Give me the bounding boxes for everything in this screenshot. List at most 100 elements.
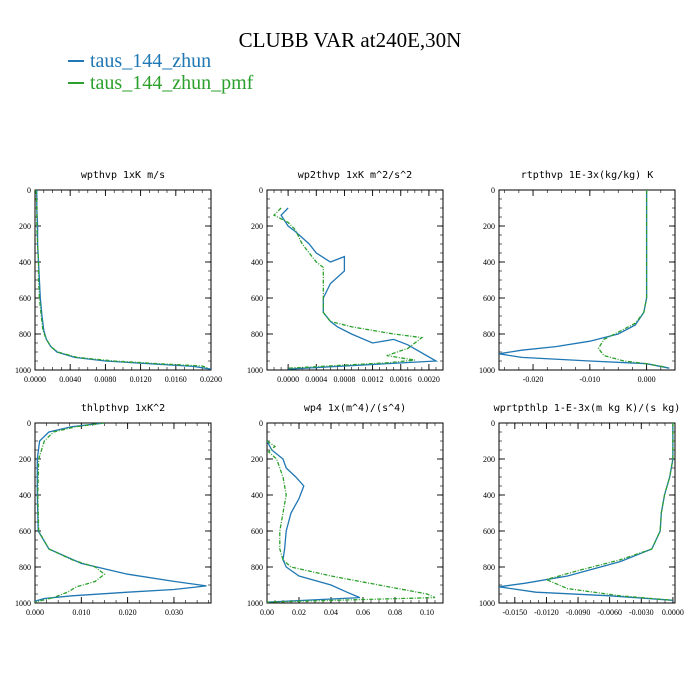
legend-label: taus_144_zhun bbox=[90, 50, 212, 72]
series-line-taus-144-zhun-pmf bbox=[35, 190, 209, 369]
x-tick-label: 0.0000 bbox=[24, 375, 46, 384]
chart-panel-3: rtpthvp 1E-3x(kg/kg) K -0.020 -0.010 0.000 0… bbox=[479, 170, 676, 384]
y-tick-label: 1000 bbox=[479, 599, 495, 608]
legend-label: taus_144_zhun_pmf bbox=[90, 72, 254, 94]
series-line-taus-144-zhun bbox=[280, 207, 439, 370]
y-tick-label: 600 bbox=[483, 294, 495, 303]
legend-item-taus-144-zhun-pmf: taus_144_zhun_pmf bbox=[68, 72, 253, 94]
y-tick-label: 1000 bbox=[15, 366, 31, 375]
plot-frame bbox=[266, 189, 444, 371]
series-line-taus-144-zhun-pmf bbox=[35, 423, 106, 603]
x-tick-label: 0.000 bbox=[638, 375, 656, 384]
plot-frame bbox=[498, 422, 676, 604]
y-tick-label: 0 bbox=[491, 186, 495, 195]
series-line-taus-144-zhun bbox=[499, 423, 674, 601]
x-tick-label: 0.0012 bbox=[362, 375, 384, 384]
chart-panel-2: wp2thvp 1xK m^2/s^2 0.0000 0.0004 0.0008 0.0… bbox=[247, 170, 444, 384]
y-tick-label: 1000 bbox=[247, 599, 263, 608]
chart-title: thlpthvp 1xK^2 bbox=[81, 403, 165, 414]
chart-panel-5: wp4 1x(m^4)/(s^4) 0.00 0.02 0.04 0.06 0.08 0.1… bbox=[247, 403, 444, 617]
x-tick-label: 0.0160 bbox=[165, 375, 187, 384]
series-line-taus-144-zhun-pmf bbox=[597, 190, 667, 368]
figure-title: CLUBB VAR at240E,30N bbox=[238, 28, 462, 52]
legend-swatch-green bbox=[68, 82, 84, 84]
legend-item-taus-144-zhun: taus_144_zhun bbox=[68, 50, 253, 72]
chart-title: wpthvp 1xK m/s bbox=[81, 170, 165, 181]
plot-frame bbox=[34, 189, 212, 371]
series-line-taus-144-zhun bbox=[267, 440, 361, 603]
y-tick-label: 400 bbox=[483, 491, 495, 500]
y-tick-label: 800 bbox=[483, 563, 495, 572]
y-tick-label: 200 bbox=[251, 222, 263, 231]
chart-title: rtpthvp 1E-3x(kg/kg) K bbox=[521, 170, 653, 181]
plot-frame bbox=[266, 422, 444, 604]
chart-title: wprtpthlp 1-E-3x(m kg K)/(s kg) bbox=[494, 403, 681, 414]
y-tick-label: 600 bbox=[251, 294, 263, 303]
y-tick-label: 0 bbox=[259, 419, 263, 428]
x-tick-label: -0.020 bbox=[523, 375, 544, 384]
x-tick-label: 0.010 bbox=[72, 608, 90, 617]
x-tick-label: 0.0200 bbox=[200, 375, 222, 384]
plot-frame bbox=[498, 189, 676, 371]
y-tick-label: 400 bbox=[19, 258, 31, 267]
y-tick-label: 600 bbox=[483, 527, 495, 536]
plot-frame bbox=[34, 422, 212, 604]
x-tick-label: 0.0016 bbox=[390, 375, 412, 384]
x-tick-label: 0.030 bbox=[165, 608, 183, 617]
y-tick-label: 200 bbox=[19, 222, 31, 231]
y-tick-label: 1000 bbox=[479, 366, 495, 375]
y-tick-label: 200 bbox=[483, 455, 495, 464]
x-tick-label: 0.0080 bbox=[94, 375, 116, 384]
series-line-taus-144-zhun-pmf bbox=[272, 207, 424, 369]
y-tick-label: 200 bbox=[251, 455, 263, 464]
x-tick-label: 0.10 bbox=[420, 608, 434, 617]
x-tick-label: -0.0030 bbox=[629, 608, 654, 617]
x-tick-label: 0.02 bbox=[292, 608, 306, 617]
y-tick-label: 1000 bbox=[247, 366, 263, 375]
y-tick-label: 200 bbox=[19, 455, 31, 464]
x-tick-label: 0.0008 bbox=[333, 375, 355, 384]
y-tick-label: 800 bbox=[251, 563, 263, 572]
y-tick-label: 0 bbox=[491, 419, 495, 428]
x-tick-label: 0.04 bbox=[324, 608, 338, 617]
chart-panel-6: wprtpthlp 1-E-3x(m kg K)/(s kg) -0.0150 -0… bbox=[479, 403, 684, 617]
series-line-taus-144-zhun bbox=[35, 423, 207, 602]
x-tick-label: 0.0000 bbox=[662, 608, 684, 617]
y-tick-label: 800 bbox=[19, 330, 31, 339]
series-line-taus-144-zhun-pmf bbox=[544, 423, 674, 601]
y-tick-label: 400 bbox=[19, 491, 31, 500]
x-tick-label: 0.06 bbox=[356, 608, 370, 617]
y-tick-label: 600 bbox=[251, 527, 263, 536]
x-tick-label: 0.0000 bbox=[277, 375, 299, 384]
y-tick-label: 800 bbox=[19, 563, 31, 572]
x-tick-label: 0.0040 bbox=[59, 375, 81, 384]
y-tick-label: 600 bbox=[19, 294, 31, 303]
y-tick-label: 600 bbox=[19, 527, 31, 536]
x-tick-label: -0.0120 bbox=[534, 608, 559, 617]
y-tick-label: 0 bbox=[27, 186, 31, 195]
x-tick-label: 0.08 bbox=[388, 608, 402, 617]
y-tick-label: 800 bbox=[251, 330, 263, 339]
series-line-taus-144-zhun bbox=[36, 190, 211, 370]
x-tick-label: -0.0060 bbox=[597, 608, 622, 617]
y-tick-label: 400 bbox=[251, 491, 263, 500]
x-tick-label: -0.0150 bbox=[502, 608, 527, 617]
legend: taus_144_zhun taus_144_zhun_pmf bbox=[68, 50, 253, 94]
y-tick-label: 800 bbox=[483, 330, 495, 339]
x-tick-label: 0.00 bbox=[260, 608, 274, 617]
chart-panel-4: thlpthvp 1xK^2 0.000 0.010 0.020 0.030 0 200 40… bbox=[15, 403, 212, 617]
chart-title: wp4 1x(m^4)/(s^4) bbox=[304, 403, 406, 414]
y-tick-label: 0 bbox=[259, 186, 263, 195]
x-tick-label: -0.0090 bbox=[566, 608, 591, 617]
series-line-taus-144-zhun bbox=[499, 190, 670, 369]
x-tick-label: 0.020 bbox=[119, 608, 137, 617]
chart-panel-1: wpthvp 1xK m/s 0.0000 0.0040 0.0080 0.0120 0.… bbox=[15, 170, 222, 384]
y-tick-label: 400 bbox=[483, 258, 495, 267]
legend-swatch-blue bbox=[68, 60, 84, 62]
y-tick-label: 200 bbox=[483, 222, 495, 231]
y-tick-label: 1000 bbox=[15, 599, 31, 608]
series-line-taus-144-zhun-pmf bbox=[267, 440, 436, 603]
x-tick-label: 0.000 bbox=[26, 608, 44, 617]
y-tick-label: 0 bbox=[27, 419, 31, 428]
